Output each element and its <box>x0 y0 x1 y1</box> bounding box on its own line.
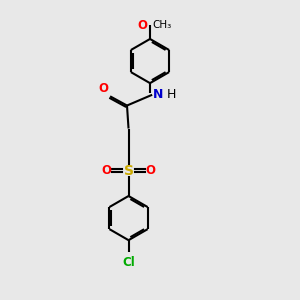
Text: O: O <box>146 164 156 177</box>
Text: O: O <box>101 164 111 177</box>
Text: O: O <box>138 19 148 32</box>
Text: O: O <box>99 82 109 95</box>
Text: N: N <box>152 88 163 101</box>
Text: S: S <box>124 164 134 178</box>
Text: CH₃: CH₃ <box>152 20 171 30</box>
Text: H: H <box>167 88 176 101</box>
Text: Cl: Cl <box>122 256 135 268</box>
